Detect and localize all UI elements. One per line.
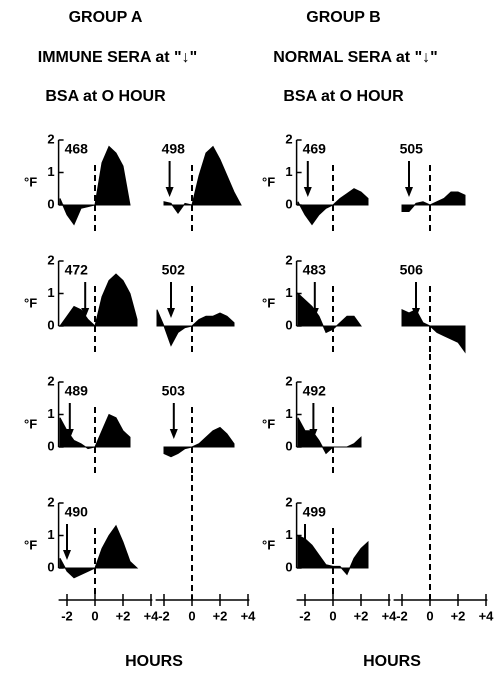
y-axis-label: °F <box>24 537 37 552</box>
panel-title: 472 <box>65 262 89 278</box>
group-title: GROUP A <box>69 9 143 26</box>
x-tick-label: 0 <box>188 608 195 623</box>
area <box>59 145 131 226</box>
area <box>59 524 139 579</box>
panel-title: 468 <box>65 141 89 157</box>
arrow-head <box>412 308 420 318</box>
y-axis-label: °F <box>262 416 275 431</box>
y-tick-label: 2 <box>47 131 54 146</box>
panel-title: 499 <box>303 504 327 520</box>
x-tick-label: 0 <box>91 608 98 623</box>
arrow-head <box>303 187 312 197</box>
arrow-head <box>309 429 318 439</box>
arrow-head <box>165 187 174 197</box>
y-axis-label: °F <box>262 537 275 552</box>
panel-title: 469 <box>303 141 327 157</box>
area <box>297 534 369 576</box>
y-tick-label: 1 <box>47 164 54 179</box>
arrow-head <box>65 429 74 439</box>
y-tick-label: 0 <box>47 317 54 332</box>
group-subtitle: IMMUNE SERA at "↓" <box>38 49 197 66</box>
y-tick-label: 1 <box>285 527 292 542</box>
y-tick-label: 1 <box>47 527 54 542</box>
y-tick-label: 2 <box>47 252 54 267</box>
y-tick-label: 1 <box>47 406 54 421</box>
x-tick-label: +2 <box>354 608 369 623</box>
arrow-head <box>81 308 90 318</box>
arrow-head <box>63 550 71 560</box>
panel-title: 490 <box>65 504 89 520</box>
area <box>59 273 138 327</box>
y-tick-label: 2 <box>285 494 292 509</box>
y-tick-label: 0 <box>47 196 54 211</box>
panel-title: 506 <box>400 262 424 278</box>
y-tick-label: 0 <box>285 196 292 211</box>
arrow-head <box>167 308 175 318</box>
x-tick-label: +4 <box>144 608 160 623</box>
area <box>297 292 362 334</box>
y-tick-label: 1 <box>285 164 292 179</box>
area <box>163 145 242 214</box>
arrow-head <box>405 187 413 197</box>
y-tick-label: 1 <box>47 285 54 300</box>
panel-title: 503 <box>162 383 186 399</box>
y-tick-label: 0 <box>285 559 292 574</box>
group-note: BSA at O HOUR <box>45 88 166 105</box>
y-tick-label: 1 <box>285 285 292 300</box>
area <box>401 308 466 354</box>
group-subtitle: NORMAL SERA at "↓" <box>273 49 438 66</box>
panel-title: 489 <box>65 383 89 399</box>
area <box>401 191 466 212</box>
y-axis-label: °F <box>24 416 37 431</box>
panel-title: 502 <box>162 262 186 278</box>
x-tick-label: -2 <box>158 608 170 623</box>
y-axis-label: °F <box>24 295 37 310</box>
group-title: GROUP B <box>306 9 380 26</box>
group-note: BSA at O HOUR <box>283 88 404 105</box>
y-tick-label: 0 <box>285 438 292 453</box>
y-tick-label: 2 <box>47 494 54 509</box>
y-axis-label: °F <box>262 295 275 310</box>
x-tick-label: +4 <box>241 608 257 623</box>
y-axis-label: °F <box>262 174 275 189</box>
x-tick-label: +4 <box>479 608 494 623</box>
x-tick-label: 0 <box>426 608 433 623</box>
arrow-head <box>310 308 319 318</box>
y-tick-label: 2 <box>47 373 54 388</box>
x-tick-label: +2 <box>213 608 228 623</box>
x-tick-label: -2 <box>61 608 73 623</box>
panel-title: 492 <box>303 383 327 399</box>
area <box>156 309 235 347</box>
area <box>297 417 362 455</box>
x-tick-label: +2 <box>451 608 466 623</box>
panel-title: 505 <box>400 141 424 157</box>
panel-title: 498 <box>162 141 186 157</box>
x-tick-label: +2 <box>116 608 131 623</box>
x-axis-label: HOURS <box>363 653 421 670</box>
y-tick-label: 2 <box>285 252 292 267</box>
x-tick-label: +4 <box>382 608 398 623</box>
arrow-head <box>301 550 309 560</box>
arrow-head <box>169 429 178 439</box>
y-tick-label: 0 <box>47 559 54 574</box>
y-tick-label: 2 <box>285 373 292 388</box>
y-axis-label: °F <box>24 174 37 189</box>
area <box>297 188 369 226</box>
y-tick-label: 0 <box>285 317 292 332</box>
x-tick-label: 0 <box>329 608 336 623</box>
x-tick-label: -2 <box>396 608 408 623</box>
y-tick-label: 0 <box>47 438 54 453</box>
area <box>163 426 235 458</box>
x-axis-label: HOURS <box>125 653 183 670</box>
panel-title: 483 <box>303 262 327 278</box>
y-tick-label: 1 <box>285 406 292 421</box>
y-tick-label: 2 <box>285 131 292 146</box>
x-tick-label: -2 <box>299 608 311 623</box>
